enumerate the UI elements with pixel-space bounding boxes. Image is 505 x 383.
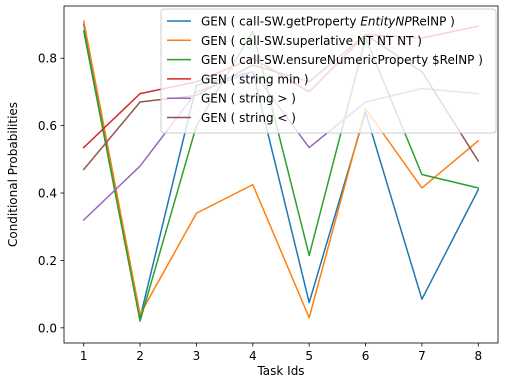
y-axis-ticks: 0.0 0.2 0.4 0.6 0.8 — [38, 52, 64, 335]
series-line-2 — [82, 20, 480, 319]
y-tick-label: 0.0 — [38, 321, 57, 335]
x-tick-label: 2 — [136, 349, 144, 363]
x-tick-label: 4 — [249, 349, 257, 363]
legend-label-4: GEN ( string min ) — [201, 72, 309, 86]
x-tick-label: 1 — [80, 349, 88, 363]
plot-frame — [63, 5, 499, 344]
legend-label-3: GEN ( call-SW.ensureNumericProperty $Rel… — [201, 53, 483, 67]
legend-label-6: GEN ( string < ) — [201, 111, 296, 125]
y-axis-label: Conditional Probabilities — [6, 102, 20, 247]
legend-label-2: GEN ( call-SW.superlative NT NT NT ) — [201, 34, 422, 48]
x-tick-label: 7 — [418, 349, 426, 363]
series-line-1 — [82, 23, 480, 319]
y-tick-label: 0.6 — [38, 119, 57, 133]
x-axis-ticks: 1 2 3 4 5 6 7 8 — [80, 343, 482, 363]
y-tick-label: 0.2 — [38, 254, 57, 268]
x-tick-label: 8 — [474, 349, 482, 363]
x-tick-label: 3 — [193, 349, 201, 363]
legend-label-1: GEN ( call-SW.getProperty EntityNPRelNP … — [201, 15, 455, 29]
series-line-3 — [82, 30, 480, 322]
legend-box — [160, 8, 497, 134]
y-tick-label: 0.4 — [38, 187, 57, 201]
y-tick-label: 0.8 — [38, 52, 57, 66]
x-axis-label: Task Ids — [256, 364, 304, 378]
x-tick-label: 5 — [305, 349, 313, 363]
x-tick-label: 6 — [362, 349, 370, 363]
legend-label-5: GEN ( string > ) — [201, 92, 296, 106]
legend: GEN ( call-SW.getProperty EntityNPRelNP … — [160, 8, 497, 134]
